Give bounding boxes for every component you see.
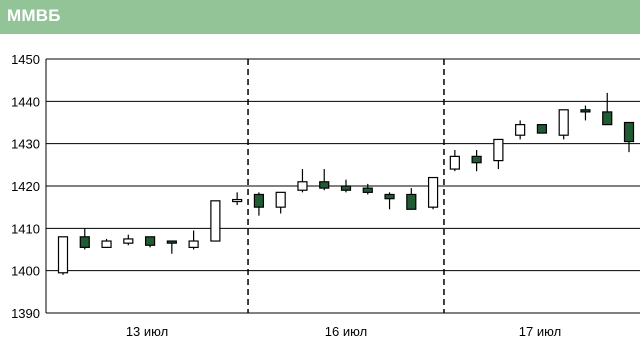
candle-bearish — [319, 181, 330, 189]
candle-bearish — [623, 121, 635, 143]
candle-bearish — [602, 111, 613, 126]
y-tick-label: 1390 — [11, 306, 40, 321]
label-layer: 1390 1400 1410 1420 1430 1440 1450 13 июл 16 июл… — [11, 52, 561, 339]
candle-bullish — [123, 238, 134, 244]
candle-bearish — [340, 185, 352, 191]
candle-bullish — [101, 240, 112, 248]
candle-bullish — [449, 155, 460, 170]
x-day-label: 17 июл — [519, 324, 561, 339]
candle-bullish — [493, 138, 504, 162]
candle-bullish — [232, 198, 243, 203]
candle-bearish — [536, 124, 548, 134]
candle-bearish — [406, 193, 417, 210]
candle-bullish — [275, 191, 286, 208]
candle-layer — [57, 92, 635, 275]
y-tick-label: 1400 — [11, 264, 40, 279]
candle-bearish — [362, 187, 373, 193]
candle-bullish — [558, 109, 569, 136]
y-tick-label: 1420 — [11, 179, 40, 194]
candle-bearish — [580, 109, 591, 113]
candle-bearish — [144, 236, 156, 246]
y-tick-label: 1410 — [11, 221, 40, 236]
candle-bearish — [79, 236, 90, 248]
candle-bullish — [427, 176, 439, 208]
chart-header: ММВБ — [0, 0, 640, 34]
y-tick-label: 1430 — [11, 137, 40, 152]
candle-bullish — [210, 200, 221, 242]
candle-bearish — [166, 240, 177, 244]
candle-bullish — [188, 240, 199, 248]
candle-bullish — [297, 181, 308, 191]
candle-bearish — [253, 193, 265, 208]
axis-layer — [45, 59, 445, 313]
candle-bearish — [471, 155, 482, 164]
chart-title: ММВБ — [7, 6, 61, 25]
y-tick-label: 1450 — [11, 52, 40, 67]
x-day-label: 13 июл — [126, 324, 168, 339]
grid-layer — [46, 58, 640, 314]
candle-bullish — [57, 236, 69, 274]
y-tick-label: 1440 — [11, 94, 40, 109]
x-day-label: 16 июл — [325, 324, 367, 339]
candle-bullish — [515, 124, 526, 136]
candle-bearish — [384, 193, 395, 200]
